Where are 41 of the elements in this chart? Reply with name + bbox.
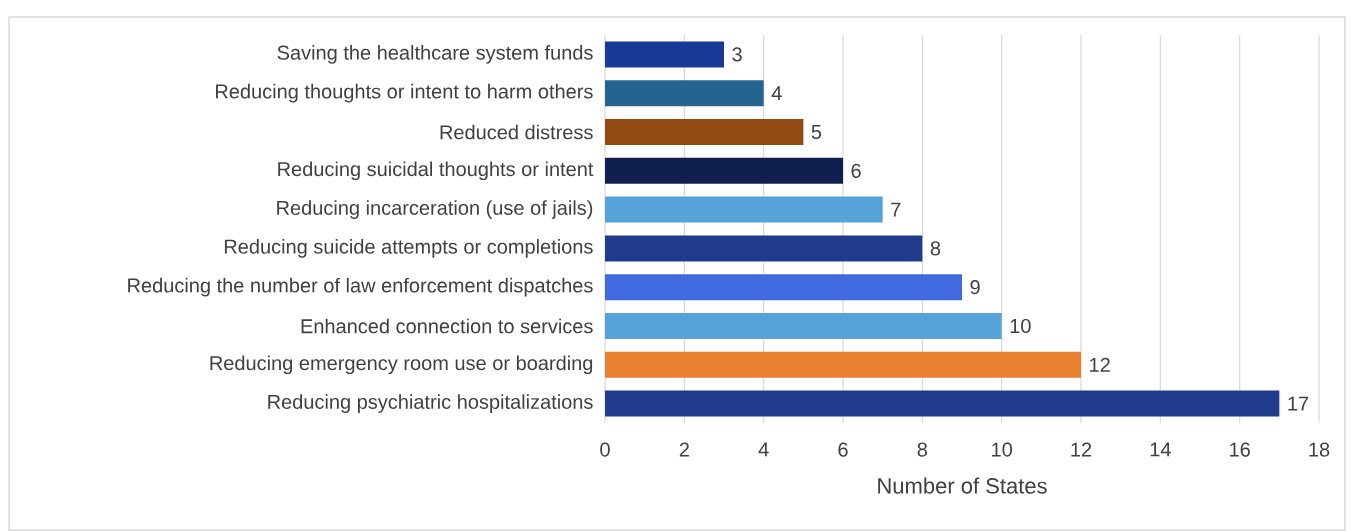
data-label: 4 bbox=[771, 86, 782, 101]
y-tick-label: Reducing emergency room use or boarding bbox=[210, 355, 593, 375]
x-tick-label: 2 bbox=[679, 442, 689, 457]
bar bbox=[605, 118, 804, 145]
x-tick-label: 8 bbox=[917, 442, 928, 457]
y-tick-label: Reduced distress bbox=[440, 124, 593, 140]
data-label: 12 bbox=[1090, 357, 1110, 372]
bar bbox=[605, 235, 923, 262]
bar bbox=[605, 274, 963, 301]
bar bbox=[605, 390, 1280, 417]
data-label: 6 bbox=[851, 163, 861, 178]
y-tick-label: Enhanced connection to services bbox=[301, 318, 593, 334]
data-label: 7 bbox=[891, 202, 901, 217]
x-tick-label: 10 bbox=[992, 442, 1013, 457]
y-tick-label: Reducing incarceration (use of jails) bbox=[277, 200, 593, 219]
bar bbox=[605, 80, 764, 107]
data-label: 17 bbox=[1288, 396, 1309, 411]
data-label: 9 bbox=[970, 280, 980, 295]
x-tick-label: 16 bbox=[1230, 442, 1250, 457]
y-tick-label: Reducing suicidal thoughts or intent bbox=[278, 161, 594, 181]
x-axis-title: Number of States bbox=[878, 477, 1047, 494]
y-tick-label: Reducing suicide attempts or completions bbox=[224, 239, 593, 258]
bar bbox=[605, 312, 1002, 339]
x-tick-label: 18 bbox=[1309, 442, 1330, 457]
data-label: 5 bbox=[811, 125, 822, 139]
bar bbox=[605, 157, 844, 184]
x-tick-label: 4 bbox=[758, 442, 769, 457]
y-tick-label: Saving the healthcare system funds bbox=[277, 45, 593, 64]
y-tick-label: Reducing thoughts or intent to harm others bbox=[216, 83, 593, 103]
x-tick-label: 14 bbox=[1150, 442, 1171, 457]
y-tick-label: Reducing the number of law enforcement dispatches bbox=[128, 277, 593, 297]
x-tick-label: 0 bbox=[600, 442, 610, 457]
x-tick-label: 6 bbox=[838, 442, 848, 457]
data-label: 10 bbox=[1010, 318, 1031, 334]
y-tick-label: Reducing psychiatric hospitalizations bbox=[268, 394, 593, 413]
bar bbox=[605, 41, 725, 68]
data-label: 8 bbox=[930, 241, 941, 256]
bar bbox=[605, 196, 883, 223]
data-label: 3 bbox=[732, 47, 742, 62]
bar bbox=[605, 351, 1082, 378]
x-tick-label: 12 bbox=[1071, 442, 1092, 457]
